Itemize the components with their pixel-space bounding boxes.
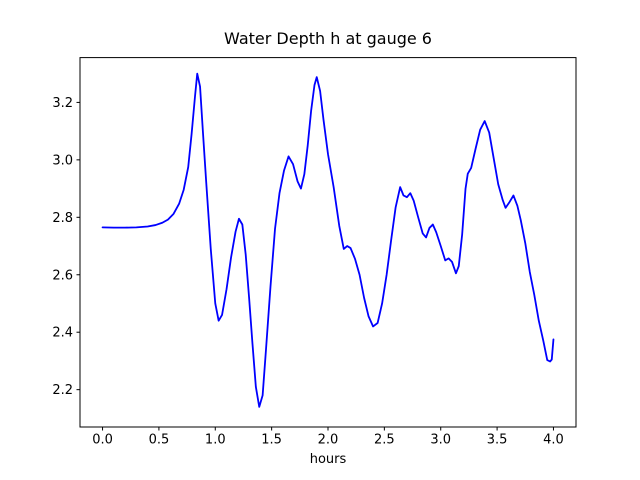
x-tick-label: 2.5: [374, 433, 395, 448]
x-tick-label: 3.0: [430, 433, 451, 448]
x-tick-label: 0.0: [92, 433, 113, 448]
chart-title: Water Depth h at gauge 6: [224, 29, 432, 48]
y-tick-label: 2.4: [52, 326, 73, 341]
x-tick-label: 1.0: [205, 433, 226, 448]
x-axis-label: hours: [309, 452, 347, 467]
y-tick-label: 3.2: [52, 96, 73, 111]
y-tick-label: 2.8: [52, 211, 73, 226]
x-tick-label: 4.0: [543, 433, 564, 448]
data-line-water-depth-h: [101, 72, 555, 408]
y-tick-label: 3.0: [52, 153, 73, 168]
axes-frame: [79, 57, 577, 428]
y-tick-label: 2.6: [52, 268, 73, 283]
x-tick-label: 3.5: [487, 433, 508, 448]
y-tick-label: 2.2: [52, 383, 73, 398]
x-tick-label: 0.5: [149, 433, 170, 448]
x-tick-label: 1.5: [261, 433, 282, 448]
x-tick-label: 2.0: [318, 433, 339, 448]
